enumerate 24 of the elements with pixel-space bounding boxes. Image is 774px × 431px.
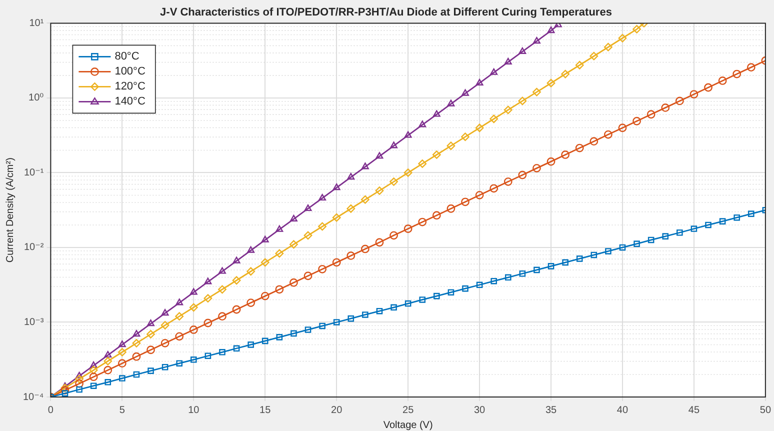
x-tick-label: 45	[688, 404, 700, 416]
y-tick-label: 10⁻²	[24, 242, 44, 254]
x-tick-label: 20	[331, 404, 343, 416]
y-tick-label: 10⁻⁴	[22, 392, 44, 403]
x-axis-title: Voltage (V)	[383, 420, 433, 431]
x-tick-label: 40	[616, 404, 628, 416]
chart-title: J-V Characteristics of ITO/PEDOT/RR-P3HT/Au Diode at Different Curing Temperatures	[160, 6, 612, 19]
y-tick-label: 10⁻³	[24, 316, 44, 328]
y-tick-label: 10⁻¹	[24, 167, 44, 178]
x-tick-label: 35	[545, 404, 558, 416]
y-axis-title: Current Density (A/cm²)	[4, 158, 16, 263]
x-tick-label: 15	[260, 404, 272, 416]
x-tick-label: 0	[48, 404, 54, 416]
legend-label: 140°C	[114, 96, 146, 108]
y-tick-label: 10⁰	[28, 92, 44, 104]
x-tick-label: 5	[119, 404, 126, 416]
x-tick-label: 10	[188, 404, 200, 416]
x-tick-label: 25	[402, 404, 414, 416]
x-tick-label: 30	[474, 404, 486, 416]
x-tick-label: 50	[760, 404, 772, 416]
legend-label: 100°C	[114, 66, 146, 78]
legend-label: 80°C	[114, 50, 140, 63]
y-tick-label: 10¹	[29, 18, 44, 29]
legend-label: 120°C	[114, 80, 146, 93]
